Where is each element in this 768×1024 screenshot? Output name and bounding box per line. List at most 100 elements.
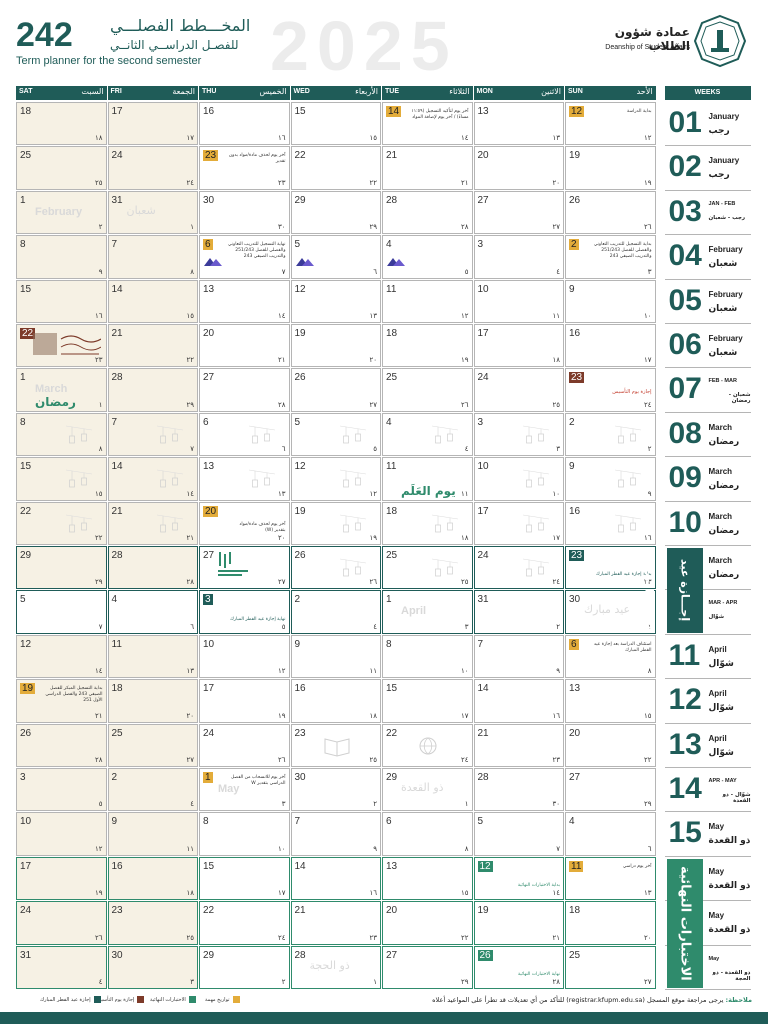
day-cell[interactable]: 24 ٢٦ bbox=[16, 901, 107, 945]
day-cell[interactable]: 26 ٢٦ bbox=[565, 190, 656, 235]
day-cell[interactable]: 22 ٢٢ bbox=[16, 501, 107, 545]
day-cell[interactable]: 13 ١٤ bbox=[199, 279, 290, 323]
day-cell[interactable]: 19 ١٩ bbox=[565, 146, 656, 190]
day-cell[interactable]: 31 ٢ bbox=[473, 590, 564, 634]
day-cell[interactable]: 16 ١٦ bbox=[565, 501, 656, 545]
day-cell[interactable]: 17 ١٩ bbox=[199, 679, 290, 723]
day-cell[interactable]: 10 ١١ bbox=[473, 279, 564, 323]
day-cell[interactable]: 25 ٢٧ bbox=[565, 945, 656, 989]
day-cell[interactable]: 12 ١٤ بداية الاختبارات النهائية bbox=[473, 856, 564, 901]
day-cell[interactable]: 20 ٢٠ bbox=[473, 146, 564, 190]
day-cell[interactable]: 17 ١٧ bbox=[107, 102, 198, 146]
day-cell[interactable]: 23 ٢٣بداية إجازة عيد الفطر المبارك bbox=[565, 546, 656, 590]
day-cell[interactable]: 27 ٢٩ bbox=[565, 768, 656, 812]
day-cell[interactable]: 10 ١٢ bbox=[199, 634, 290, 679]
day-cell[interactable]: 1 ١ March رمضان bbox=[16, 368, 107, 412]
day-cell[interactable]: 26 ٢٨ bbox=[16, 723, 107, 767]
day-cell[interactable]: 14 ١٥ bbox=[107, 279, 198, 323]
day-cell[interactable]: 18 ١٩ bbox=[382, 324, 473, 368]
day-cell[interactable]: 25 ٢٧ bbox=[107, 723, 198, 767]
day-cell[interactable]: 12 ١٢ bbox=[290, 457, 381, 501]
day-cell[interactable]: 24 ٢٤ bbox=[473, 546, 564, 590]
day-cell[interactable]: 22 ٢٤ bbox=[382, 723, 473, 767]
day-cell[interactable]: 19 ٢١ بداية التسجيل المبكر للفصل الصيفي 24… bbox=[16, 679, 107, 723]
day-cell[interactable]: 18 ٢٠ bbox=[565, 901, 656, 945]
day-cell[interactable]: 10 ١٠ bbox=[473, 457, 564, 501]
day-cell[interactable]: 15 ١٧ bbox=[199, 856, 290, 901]
day-cell[interactable]: 25 ٢٥ bbox=[16, 146, 107, 190]
day-cell[interactable]: 24 ٢٦ bbox=[199, 723, 290, 767]
day-cell[interactable]: 19 ٢١ bbox=[473, 901, 564, 945]
day-cell[interactable]: 14 ١٤ آخر يوم لتأكيد التسجيل (١١:٥٩ مساءً)… bbox=[382, 102, 473, 146]
day-cell[interactable]: 6 ٧ نهاية التسجيل للتدريب التعاوني والفصلي… bbox=[199, 235, 290, 279]
day-cell[interactable]: 25 ٢٥ bbox=[382, 546, 473, 590]
day-cell[interactable]: 1 ٣ May آخر يوم للانسحاب من الفصل الدراسي ب… bbox=[199, 768, 290, 812]
day-cell[interactable]: 27 ٢٨ bbox=[199, 368, 290, 412]
day-cell[interactable]: 1 ٣ April bbox=[382, 590, 473, 634]
day-cell[interactable]: 15 ١٧ bbox=[382, 679, 473, 723]
day-cell[interactable]: 16 ١٦ bbox=[199, 102, 290, 146]
day-cell[interactable]: 24 ٢٤ bbox=[107, 146, 198, 190]
day-cell[interactable]: 18 ١٨ bbox=[382, 501, 473, 545]
day-cell[interactable]: 31 ١ شعبان bbox=[107, 190, 198, 235]
day-cell[interactable]: 12 ١٣ bbox=[290, 279, 381, 323]
day-cell[interactable]: 28 ١ ذو الحجة bbox=[290, 945, 381, 989]
day-cell[interactable]: 12 ١٢ بداية الدراسة bbox=[565, 102, 656, 146]
day-cell[interactable]: 18 ١٨ bbox=[16, 102, 107, 146]
day-cell[interactable]: 22 ٢٤ bbox=[199, 901, 290, 945]
day-cell[interactable]: 20 ٢٢ bbox=[382, 901, 473, 945]
day-cell[interactable]: 24 ٢٥ bbox=[473, 368, 564, 412]
day-cell[interactable]: 30 ٣ bbox=[107, 945, 198, 989]
day-cell[interactable]: 26 ٢٦ bbox=[290, 546, 381, 590]
day-cell[interactable]: 2 ٣ بداية التسجيل للتدريب التعاوني والفصلي… bbox=[565, 235, 656, 279]
day-cell[interactable]: 29 ٢٩ bbox=[16, 546, 107, 590]
day-cell[interactable]: 14 ١٤ bbox=[107, 457, 198, 501]
day-cell[interactable]: 8 ١٠ bbox=[382, 634, 473, 679]
day-cell[interactable]: 23 ٢٣ آخر يوم لحذف مادة/مواد بدون تقدير bbox=[199, 146, 290, 190]
day-cell[interactable]: 18 ٢٠ bbox=[107, 679, 198, 723]
day-cell[interactable]: 16 ١٨ bbox=[290, 679, 381, 723]
day-cell[interactable]: 10 ١٢ bbox=[16, 812, 107, 856]
day-cell[interactable]: 28 ٢٩ bbox=[107, 368, 198, 412]
day-cell[interactable]: 8 ١٠ bbox=[199, 812, 290, 856]
day-cell[interactable]: 21 ٢١ bbox=[107, 501, 198, 545]
day-cell[interactable]: 23 ٢٥ bbox=[107, 901, 198, 945]
day-cell[interactable]: 29 ٢ bbox=[199, 945, 290, 989]
day-cell[interactable]: 29 ٢٩ bbox=[290, 190, 381, 235]
day-cell[interactable]: 21 ٢٢ bbox=[107, 324, 198, 368]
day-cell[interactable]: 17 ١٧ bbox=[473, 501, 564, 545]
day-cell[interactable]: 27 ٢٧ bbox=[473, 190, 564, 235]
day-cell[interactable]: 9 ١٠ bbox=[565, 279, 656, 323]
day-cell[interactable]: 6 ٨ استئناف الدراسة بعد إجازة عيد الفطر ال… bbox=[565, 634, 656, 679]
day-cell[interactable]: 19 ٢٠ bbox=[290, 324, 381, 368]
day-cell[interactable]: 27 ٢٩ bbox=[382, 945, 473, 989]
day-cell[interactable]: 23 ٢٥ bbox=[290, 723, 381, 767]
day-cell[interactable]: 11 ١٣ آخر يوم دراسي bbox=[565, 856, 656, 901]
day-cell[interactable]: 27 ٢٧ bbox=[199, 546, 290, 590]
day-cell[interactable]: 9 ١١ bbox=[107, 812, 198, 856]
day-cell[interactable]: 1 ٢ February bbox=[16, 190, 107, 235]
day-cell[interactable]: 14 ١٦ bbox=[290, 856, 381, 901]
day-cell[interactable]: 9 ١١ bbox=[290, 634, 381, 679]
day-cell[interactable]: 3 ٥ نهاية إجازة عيد الفطر المبارك bbox=[199, 590, 290, 634]
day-cell[interactable]: 28 ٣٠ bbox=[473, 768, 564, 812]
day-cell[interactable]: 25 ٢٦ bbox=[382, 368, 473, 412]
day-cell[interactable]: 31 ٤ bbox=[16, 945, 107, 989]
day-cell[interactable]: 17 ١٨ bbox=[473, 324, 564, 368]
